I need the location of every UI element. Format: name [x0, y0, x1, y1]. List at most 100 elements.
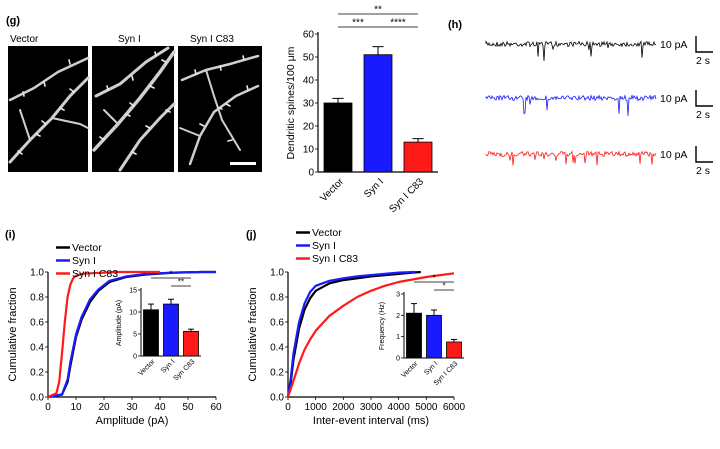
bar-syn-c83: [183, 330, 199, 357]
significance-label: ****: [390, 18, 406, 29]
y-tick-label: 10: [129, 309, 137, 316]
category-label: Syn I: [362, 176, 386, 200]
legend-label: Syn I: [312, 240, 336, 252]
significance-label: *: [442, 282, 445, 291]
bar-syn-i: [163, 303, 179, 357]
y-tick-label: 0.2: [30, 368, 44, 379]
y-tick-label: 0.6: [270, 318, 284, 329]
current-trace-c83: [485, 150, 657, 166]
bar-vector: [406, 312, 422, 359]
x-tick-label: 3000: [360, 402, 383, 413]
legend-label: Vector: [312, 227, 342, 239]
significance-label: ***: [352, 18, 364, 29]
scale-label-current: 10 pA: [660, 39, 687, 51]
panel-label-j: (j): [246, 229, 257, 241]
scale-label-current: 10 pA: [660, 93, 687, 105]
x-axis-label: Amplitude (pA): [96, 415, 169, 427]
micrograph-label-vector: Vector: [10, 34, 39, 45]
x-tick-label: 4000: [388, 402, 411, 413]
legend-label: Syn I C83: [312, 253, 358, 265]
bar-syn-i: [426, 314, 442, 359]
y-tick-label: 10: [303, 145, 315, 156]
y-tick-label: 60: [303, 30, 315, 41]
y-tick-label: 5: [133, 331, 137, 338]
micrograph-panel: Vector Syn I Syn I C83: [8, 34, 262, 172]
scale-bar-corner: [695, 146, 713, 163]
x-tick-label: 1000: [305, 402, 328, 413]
x-tick-label: 30: [126, 402, 138, 413]
category-label: Vector: [318, 176, 346, 204]
y-tick-label: 0.2: [270, 368, 284, 379]
y-tick-label: 20: [303, 122, 315, 133]
y-tick-label: 0.0: [30, 393, 44, 404]
y-tick-label: 3: [396, 291, 400, 298]
x-tick-label: 5000: [415, 402, 438, 413]
series-line-syn-i-c83: [47, 270, 160, 399]
y-tick-label: 0.6: [30, 318, 44, 329]
micrograph-label-c83: Syn I C83: [190, 34, 234, 45]
y-tick-label: 40: [303, 76, 315, 87]
category-label: Syn I C83: [387, 176, 426, 215]
x-tick-label: 60: [210, 402, 222, 413]
y-tick-label: 0.4: [270, 343, 284, 354]
scale-bar: [230, 162, 256, 165]
scale-label-time: 2 s: [696, 109, 710, 121]
series-line-syn-i-c83: [286, 272, 455, 398]
category-label: Syn C83: [172, 358, 196, 382]
series-line-syn-i: [47, 270, 216, 399]
y-tick-label: 30: [303, 99, 315, 110]
category-label: Vector: [400, 360, 419, 379]
legend-label: Syn I: [72, 255, 96, 267]
y-tick-label: 50: [303, 53, 315, 64]
y-tick-label: 1.0: [270, 268, 284, 279]
y-axis-label: Cumulative fraction: [247, 287, 259, 381]
y-axis-label: Frequency (Hz): [379, 302, 386, 350]
x-tick-label: 20: [98, 402, 110, 413]
y-tick-label: 0.8: [30, 293, 44, 304]
x-tick-label: 40: [154, 402, 166, 413]
x-tick-label: 50: [182, 402, 194, 413]
scale-label-current: 10 pA: [660, 149, 687, 161]
current-trace-syn1: [485, 94, 657, 116]
panel-label-h: (h): [448, 19, 462, 31]
x-tick-label: 0: [45, 402, 51, 413]
x-axis-label: Inter-event interval (ms): [313, 415, 429, 427]
bar-vector: [143, 309, 159, 357]
bar-syn-i: [363, 54, 393, 173]
panel-label-i: (i): [5, 229, 16, 241]
x-tick-label: 6000: [443, 402, 466, 413]
y-tick-label: 0.0: [270, 393, 284, 404]
significance-label: **: [178, 278, 184, 287]
y-tick-label: 0: [396, 355, 400, 362]
bar-syn-i-c83: [446, 341, 462, 359]
legend-label: Vector: [72, 242, 102, 254]
scale-bar-corner: [695, 90, 713, 107]
legend-label: Syn I C83: [72, 268, 118, 280]
category-label: Syn I: [160, 358, 176, 374]
y-axis-label: Cumulative fraction: [7, 287, 19, 381]
category-label: Vector: [137, 358, 156, 377]
x-tick-label: 2000: [332, 402, 355, 413]
y-tick-label: 1: [396, 334, 400, 341]
spine-marks: [17, 51, 249, 155]
y-tick-label: 2: [396, 313, 400, 320]
current-trace-vector: [485, 40, 657, 61]
y-tick-label: 0: [133, 353, 137, 360]
panel-label-g: (g): [6, 15, 20, 27]
y-axis-label: Amplitude (pA): [116, 300, 123, 346]
scale-label-time: 2 s: [696, 55, 710, 67]
y-axis-label: Dendritic spines/100 μm: [285, 46, 297, 159]
scale-label-time: 2 s: [696, 165, 710, 177]
chart-i-amplitude-cdf: 0.00.20.40.60.81.00 10 20 30 40 50 60VectorSyn…: [7, 242, 222, 427]
series-line-syn-i: [286, 270, 416, 398]
y-tick-label: 15: [129, 287, 137, 294]
category-label: Syn I: [423, 360, 439, 376]
y-tick-label: 1.0: [30, 268, 44, 279]
bar-vector: [323, 102, 353, 173]
x-tick-label: 10: [70, 402, 82, 413]
y-tick-label: 0.8: [270, 293, 284, 304]
